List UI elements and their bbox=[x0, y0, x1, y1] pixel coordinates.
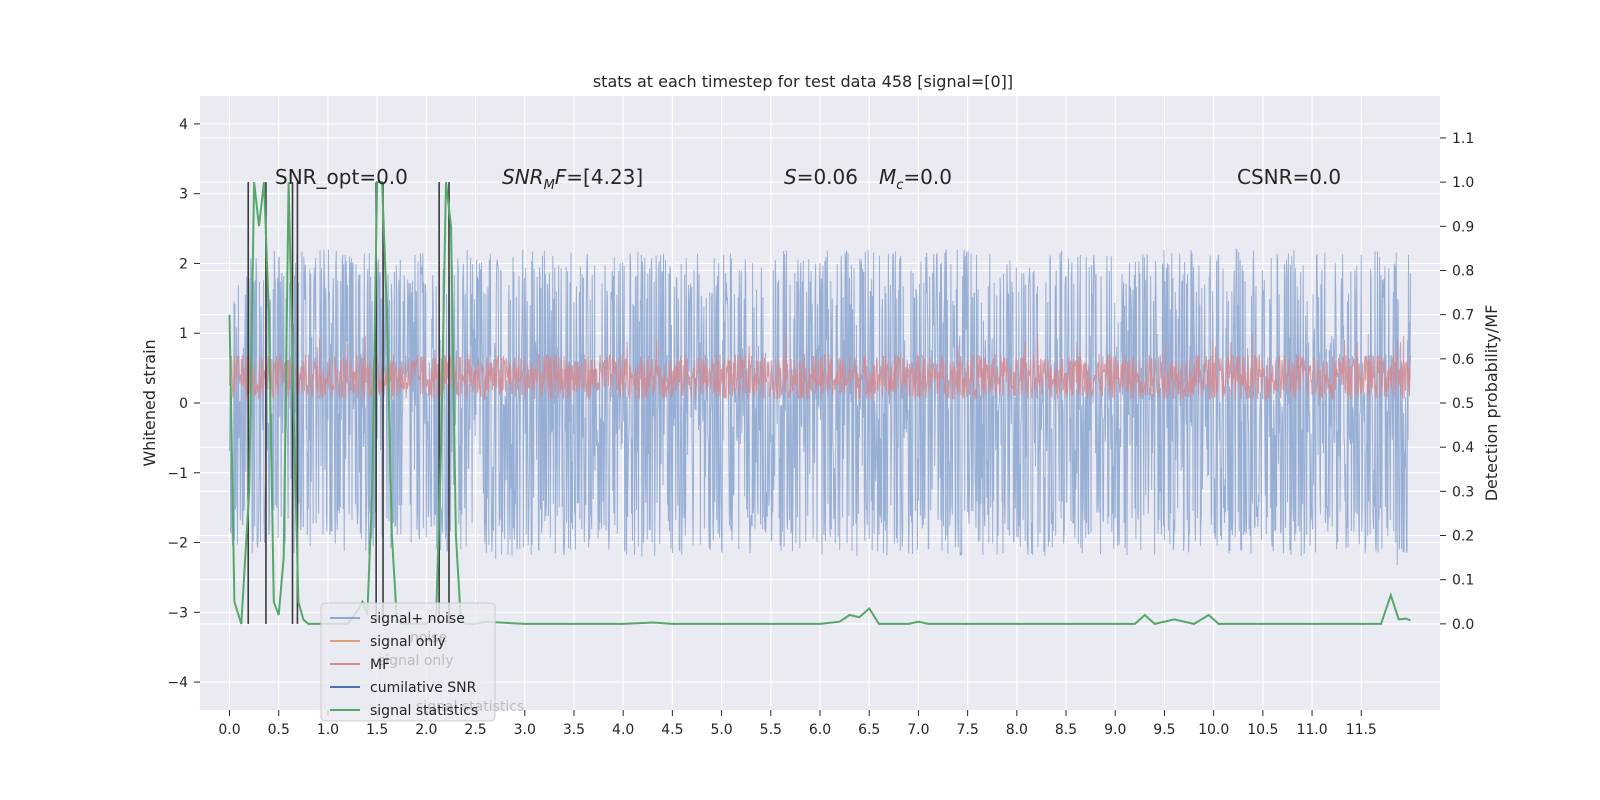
annotation-mc: Mc=0.0 bbox=[879, 165, 952, 193]
snr-mf-value: =[4.23] bbox=[566, 165, 643, 189]
x-tick-label: 3.0 bbox=[514, 722, 536, 738]
legend-ghost-label: signal statistics bbox=[416, 699, 524, 715]
y-tick-label-right: 1.0 bbox=[1452, 175, 1474, 191]
x-tick-label: 4.5 bbox=[661, 722, 683, 738]
y-tick-label-right: 0.0 bbox=[1452, 617, 1474, 633]
y-axis-label-left: Whitened strain bbox=[140, 339, 159, 466]
x-tick-label: 7.0 bbox=[907, 722, 929, 738]
mc-symbol: M bbox=[879, 165, 896, 189]
legend-ghost-labels: noise signal only signal statistics bbox=[378, 630, 524, 715]
mf-series bbox=[229, 333, 1411, 401]
annotation-snr-mf: SNRMF=[4.23] bbox=[502, 165, 643, 193]
x-tick-label: 8.0 bbox=[1006, 722, 1028, 738]
annotation-snr-opt: SNR_opt=0.0 bbox=[275, 165, 408, 189]
x-tick-label: 11.0 bbox=[1296, 722, 1327, 738]
signal-statistics-line bbox=[228, 181, 1411, 625]
y-tick-label-left: −1 bbox=[167, 466, 188, 482]
y-tick-label-left: 4 bbox=[179, 117, 188, 133]
snr-mf-f: F bbox=[555, 165, 567, 189]
y-tick-label-left: −4 bbox=[167, 675, 188, 691]
x-tick-label: 10.0 bbox=[1198, 722, 1229, 738]
signal-noise-series bbox=[229, 248, 1411, 565]
chart-title: stats at each timestep for test data 458… bbox=[593, 72, 1013, 91]
x-tick-label: 5.0 bbox=[710, 722, 732, 738]
legend-ghost-label: noise bbox=[410, 630, 447, 646]
y-tick-label-right: 0.2 bbox=[1452, 529, 1474, 545]
y-tick-label-left: 0 bbox=[179, 396, 188, 412]
legend-box bbox=[320, 602, 496, 722]
legend-label: signal only bbox=[370, 634, 445, 650]
x-tick-label: 2.0 bbox=[415, 722, 437, 738]
annotation-csnr: CSNR=0.0 bbox=[1237, 165, 1341, 189]
snr-mf-symbol: SNR bbox=[502, 165, 544, 189]
y-axis-label-right: Detection probability/MF bbox=[1482, 305, 1501, 502]
x-tick-label: 1.0 bbox=[317, 722, 339, 738]
y-tick-label-right: 0.4 bbox=[1452, 440, 1474, 456]
right-y-axis: 1.1 1.0 0.9 0.8 0.7 0.6 0.5 0.4 0.3 0.2 0.1 0.0 bbox=[1440, 131, 1474, 633]
s-symbol: S bbox=[784, 165, 797, 189]
mf-line bbox=[229, 333, 1411, 401]
y-tick-label-left: −3 bbox=[167, 605, 188, 621]
x-tick-label: 9.0 bbox=[1104, 722, 1126, 738]
y-tick-label-right: 1.1 bbox=[1452, 131, 1474, 147]
mc-value: =0.0 bbox=[903, 165, 952, 189]
legend-label: signal+ noise bbox=[370, 611, 465, 627]
x-tick-label: 0.0 bbox=[218, 722, 240, 738]
s-value: =0.06 bbox=[797, 165, 858, 189]
legend-ghost-label: signal only bbox=[378, 653, 453, 669]
x-tick-label: 6.0 bbox=[809, 722, 831, 738]
x-tick-label: 8.5 bbox=[1055, 722, 1077, 738]
y-tick-label-left: 2 bbox=[179, 256, 188, 272]
y-tick-label-right: 0.1 bbox=[1452, 573, 1474, 589]
x-tick-label: 9.5 bbox=[1153, 722, 1175, 738]
y-tick-label-right: 0.8 bbox=[1452, 263, 1474, 279]
left-y-axis: 4 3 2 1 0 −1 −2 −3 −4 bbox=[167, 117, 200, 691]
x-tick-label: 6.5 bbox=[858, 722, 880, 738]
x-tick-label: 1.5 bbox=[366, 722, 388, 738]
y-tick-label-right: 0.9 bbox=[1452, 219, 1474, 235]
x-tick-label: 0.5 bbox=[268, 722, 290, 738]
y-tick-label-left: 1 bbox=[179, 326, 188, 342]
x-tick-label: 10.5 bbox=[1247, 722, 1278, 738]
legend-label: signal statistics bbox=[370, 703, 478, 719]
x-tick-label: 7.5 bbox=[956, 722, 978, 738]
legend-label: cumilative SNR bbox=[370, 680, 477, 696]
x-tick-label: 4.0 bbox=[612, 722, 634, 738]
y-tick-label-left: −2 bbox=[167, 536, 188, 552]
y-tick-label-right: 0.3 bbox=[1452, 484, 1474, 500]
x-axis: 0.0 0.5 1.0 1.5 2.0 2.5 3.0 3.5 4.0 4.5 5.0 5.5 6.0 6… bbox=[218, 710, 1377, 738]
x-tick-label: 5.5 bbox=[760, 722, 782, 738]
x-tick-label: 2.5 bbox=[464, 722, 486, 738]
x-tick-label: 11.5 bbox=[1346, 722, 1377, 738]
legend-label: MF bbox=[370, 657, 390, 673]
y-tick-label-right: 0.6 bbox=[1452, 352, 1474, 368]
snr-mf-subscript: M bbox=[544, 178, 555, 193]
mc-subscript: c bbox=[896, 178, 903, 193]
y-tick-label-left: 3 bbox=[179, 187, 188, 203]
y-tick-label-right: 0.5 bbox=[1452, 396, 1474, 412]
signal-statistics-series bbox=[228, 181, 1411, 625]
signal-noise-line bbox=[229, 248, 1411, 565]
x-tick-label: 3.5 bbox=[563, 722, 585, 738]
y-tick-label-right: 0.7 bbox=[1452, 308, 1474, 324]
annotation-s: S=0.06 bbox=[784, 165, 858, 189]
